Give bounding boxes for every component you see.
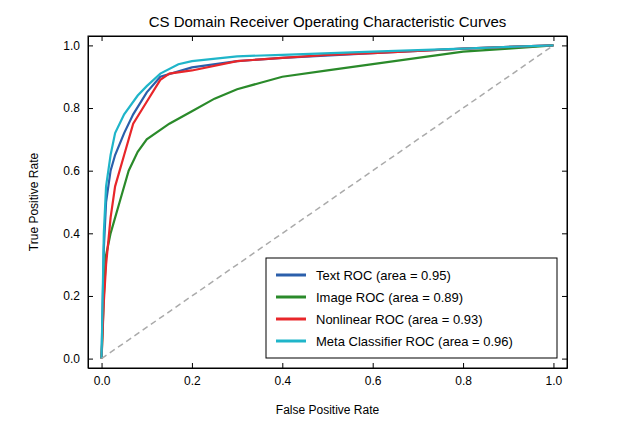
tick	[553, 36, 554, 41]
tick	[562, 45, 567, 46]
axis-line	[567, 37, 568, 369]
tick-mark	[102, 363, 103, 368]
tick-label: 1.0	[546, 374, 563, 388]
legend-label: Text ROC (area = 0.95)	[316, 268, 451, 283]
tick-label: 0.8	[455, 374, 472, 388]
tick	[282, 36, 283, 41]
legend-label: Meta Classifier ROC (area = 0.96)	[316, 334, 513, 349]
x-axis-top	[89, 36, 568, 41]
axis-line	[89, 368, 568, 369]
x-axis-title: False Positive Rate	[276, 403, 380, 417]
tick: 1.0	[63, 39, 93, 53]
tick: 0.8	[63, 101, 93, 115]
tick	[562, 233, 567, 234]
legend-swatch	[276, 296, 306, 299]
tick: 0.0	[94, 363, 111, 388]
tick: 0.6	[63, 164, 93, 178]
tick-label: 0.8	[63, 101, 80, 115]
axis-line	[89, 36, 568, 37]
chart: 0.0 0.2 0.4 0.6 0.8 1.0 0.0 0.2 0.4 0.6 0.8 1.0 CS D…	[0, 0, 640, 428]
tick-mark	[553, 36, 554, 41]
tick-mark	[282, 36, 283, 41]
plot-frame	[88, 36, 567, 368]
tick-label: 0.6	[365, 374, 382, 388]
x-axis: 0.0 0.2 0.4 0.6 0.8 1.0	[89, 363, 568, 388]
tick-label: 0.4	[274, 374, 291, 388]
tick-label: 0.4	[63, 227, 80, 241]
tick	[562, 359, 567, 360]
tick-mark	[562, 359, 567, 360]
tick-label: 0.0	[94, 374, 111, 388]
tick: 0.4	[274, 363, 291, 388]
tick-mark	[463, 36, 464, 41]
y-axis: 0.0 0.2 0.4 0.6 0.8 1.0	[63, 37, 93, 369]
tick-mark	[88, 171, 93, 172]
tick-mark	[102, 36, 103, 41]
tick: 0.4	[63, 227, 93, 241]
tick-label: 0.2	[63, 289, 80, 303]
tick	[192, 36, 193, 41]
legend-swatch	[276, 318, 306, 321]
legend-label: Nonlinear ROC (area = 0.93)	[316, 312, 483, 327]
y-axis-right	[562, 37, 568, 369]
title: CS Domain Receiver Operating Characteris…	[149, 13, 507, 30]
tick-mark	[562, 171, 567, 172]
tick-label: 1.0	[63, 39, 80, 53]
tick-mark	[463, 363, 464, 368]
tick: 0.8	[455, 363, 472, 388]
tick-mark	[192, 36, 193, 41]
tick: 0.0	[63, 352, 93, 366]
tick-mark	[373, 36, 374, 41]
tick	[562, 108, 567, 109]
legend-swatch	[276, 274, 306, 277]
tick	[373, 36, 374, 41]
tick: 0.2	[184, 363, 201, 388]
legend-box	[266, 258, 557, 358]
axis-line	[88, 37, 89, 369]
tick	[463, 36, 464, 41]
tick-mark	[373, 363, 374, 368]
tick	[562, 296, 567, 297]
tick-mark	[88, 45, 93, 46]
tick-mark	[562, 296, 567, 297]
y-axis-title: True Positive Rate	[27, 153, 41, 252]
tick-mark	[88, 233, 93, 234]
tick-mark	[282, 363, 283, 368]
tick-label: 0.0	[63, 352, 80, 366]
tick: 0.2	[63, 289, 93, 303]
tick-mark	[88, 108, 93, 109]
tick-mark	[88, 296, 93, 297]
tick-mark	[562, 108, 567, 109]
legend-swatch	[276, 340, 306, 343]
tick-label: 0.6	[63, 164, 80, 178]
tick-mark	[562, 233, 567, 234]
tick: 1.0	[546, 363, 563, 388]
legend: Text ROC (area = 0.95) Image ROC (area = …	[266, 258, 557, 358]
tick	[562, 171, 567, 172]
tick-mark	[192, 363, 193, 368]
tick-mark	[562, 45, 567, 46]
legend-label: Image ROC (area = 0.89)	[316, 290, 463, 305]
tick-mark	[88, 359, 93, 360]
tick-mark	[553, 363, 554, 368]
tick-label: 0.2	[184, 374, 201, 388]
tick: 0.6	[365, 363, 382, 388]
tick	[102, 36, 103, 41]
